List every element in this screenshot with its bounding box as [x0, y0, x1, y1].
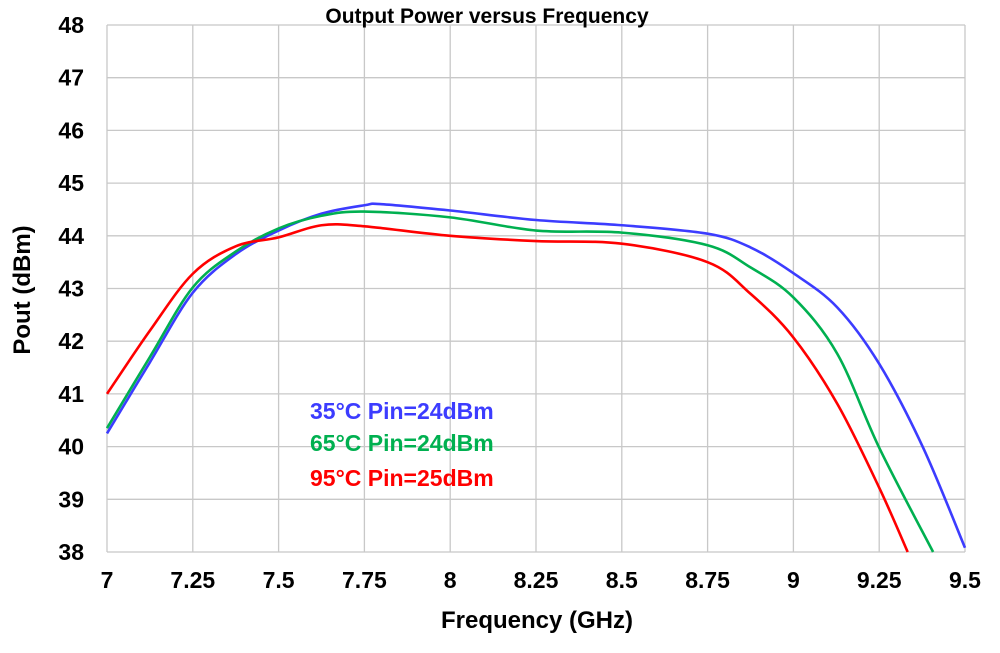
series-line-1 [105, 210, 935, 553]
x-tick-label: 8 [444, 567, 457, 593]
x-tick-label: 7.5 [263, 567, 295, 593]
x-tick-label: 7.75 [342, 567, 387, 593]
legend-entry-95c: 95°C Pin=25dBm [310, 465, 494, 491]
x-tick-labels: 7 7.25 7.5 7.75 8 8.25 8.5 8.75 9 9.25 9.5 [101, 567, 982, 593]
legend-entry-65c: 65°C Pin=24dBm [310, 430, 494, 456]
x-axis-title: Frequency (GHz) [441, 607, 633, 634]
y-tick-label: 46 [58, 117, 84, 143]
y-tick-labels: 38 39 40 41 42 43 44 45 46 47 48 [58, 12, 84, 565]
series-lines [105, 202, 967, 553]
x-tick-label: 9.5 [949, 567, 981, 593]
y-tick-label: 48 [58, 12, 84, 38]
series-line-0 [105, 202, 967, 549]
y-tick-label: 41 [58, 381, 84, 407]
x-tick-label: 9 [787, 567, 800, 593]
y-tick-label: 39 [58, 486, 84, 512]
x-tick-label: 9.25 [857, 567, 902, 593]
y-axis-title: Pout (dBm) [9, 225, 36, 354]
chart-title: Output Power versus Frequency [325, 5, 649, 28]
y-tick-label: 45 [58, 170, 84, 196]
y-tick-label: 47 [58, 65, 84, 91]
y-tick-label: 43 [58, 276, 84, 302]
x-tick-label: 7.25 [170, 567, 215, 593]
x-tick-label: 7 [101, 567, 114, 593]
y-tick-label: 38 [58, 539, 84, 565]
x-tick-label: 8.25 [514, 567, 559, 593]
x-tick-label: 8.75 [685, 567, 730, 593]
legend: 35°C Pin=24dBm 65°C Pin=24dBm 95°C Pin=2… [310, 398, 494, 491]
y-tick-label: 44 [58, 223, 84, 249]
x-tick-label: 8.5 [606, 567, 638, 593]
y-tick-label: 40 [58, 434, 84, 460]
series-line-2 [105, 223, 909, 553]
grid [106, 24, 966, 553]
y-tick-label: 42 [58, 328, 84, 354]
legend-entry-35c: 35°C Pin=24dBm [310, 398, 494, 424]
